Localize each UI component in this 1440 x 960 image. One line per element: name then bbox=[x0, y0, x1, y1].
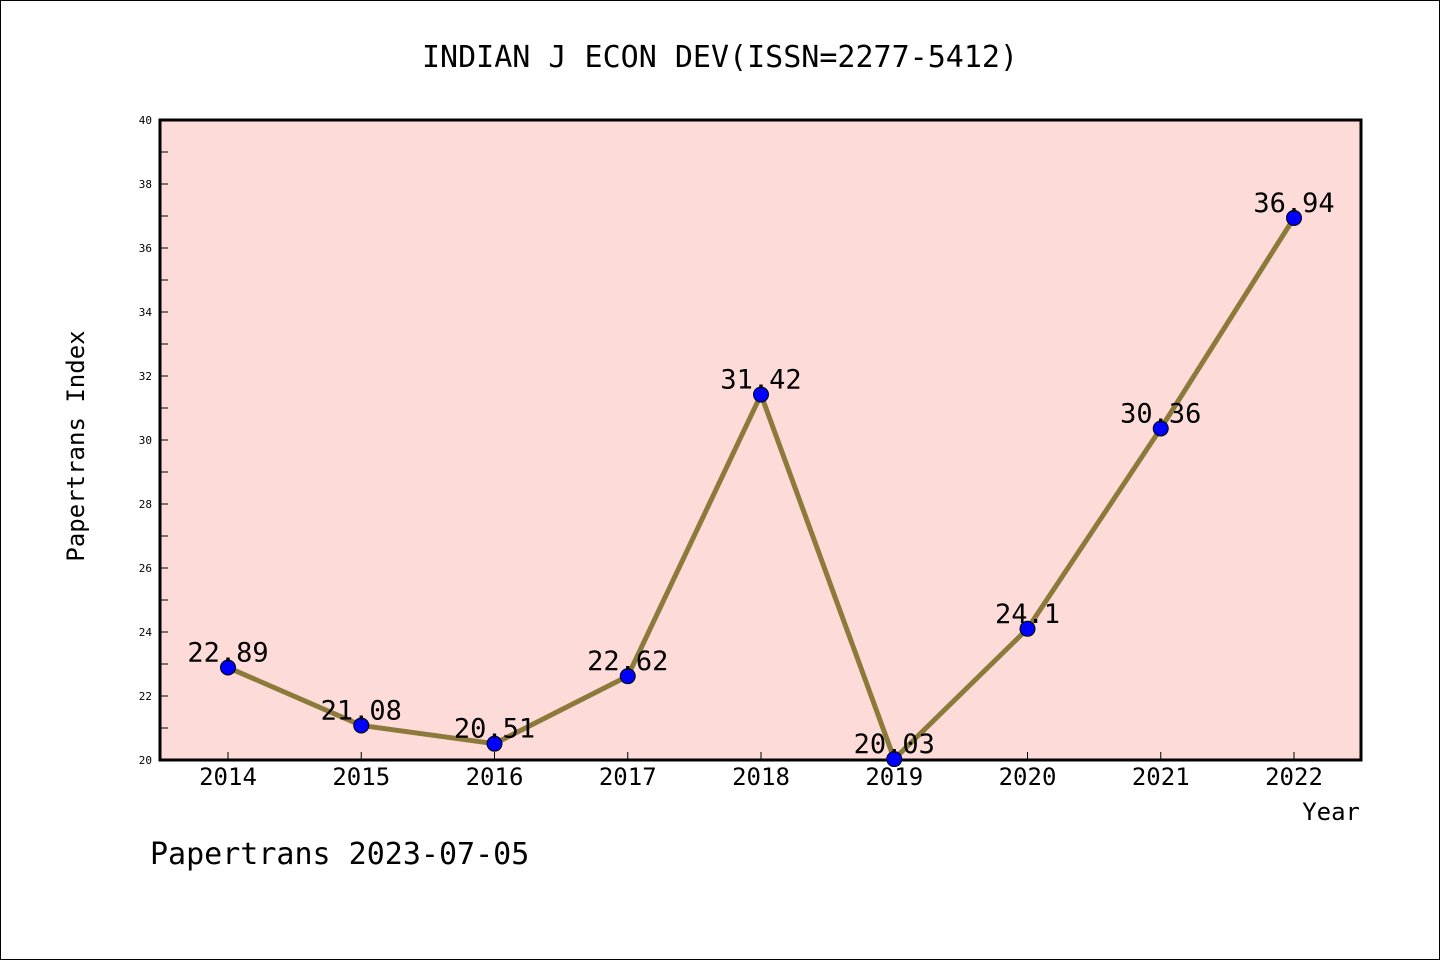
y-tick-label: 38 bbox=[139, 178, 152, 191]
y-tick-label: 22 bbox=[139, 690, 152, 703]
data-label: 21.08 bbox=[321, 695, 402, 726]
x-tick-label: 2019 bbox=[865, 763, 923, 791]
data-point bbox=[353, 717, 370, 734]
data-point bbox=[1286, 209, 1302, 226]
data-point bbox=[486, 735, 503, 752]
y-tick-label: 24 bbox=[139, 626, 153, 639]
data-label: 22.62 bbox=[587, 646, 668, 677]
x-tick-label: 2016 bbox=[466, 763, 524, 791]
data-point bbox=[1152, 420, 1169, 437]
data-point bbox=[886, 751, 903, 768]
y-axis: 20 22 24 26 28 30 32 34 36 38 40 bbox=[139, 114, 168, 767]
data-point bbox=[220, 659, 236, 676]
y-tick-label: 34 bbox=[139, 306, 153, 319]
y-tick-label: 40 bbox=[139, 114, 152, 127]
y-tick-label: 32 bbox=[139, 370, 152, 383]
x-axis: 2014 2015 2016 2017 2018 2019 2020 2021 2022 bbox=[199, 752, 1323, 791]
x-tick-label: 2015 bbox=[332, 763, 390, 791]
data-point bbox=[753, 386, 769, 403]
x-tick-label: 2022 bbox=[1265, 763, 1323, 791]
y-tick-label: 26 bbox=[139, 562, 152, 575]
x-tick-label: 2021 bbox=[1132, 763, 1190, 791]
data-label: 30.36 bbox=[1120, 398, 1201, 429]
y-tick-label: 20 bbox=[139, 754, 152, 767]
x-tick-label: 2014 bbox=[199, 763, 257, 791]
footer-text: Papertrans 2023-07-05 bbox=[150, 837, 529, 872]
data-point bbox=[1019, 620, 1036, 637]
data-label: 31.42 bbox=[720, 365, 801, 396]
plot-area bbox=[158, 118, 1363, 762]
x-tick-label: 2018 bbox=[732, 763, 790, 791]
y-axis-label: Papertrans Index bbox=[62, 330, 90, 561]
data-labels: 22.89 21.08 20.51 22.62 31.42 20.03 24.1 30.36 3… bbox=[187, 188, 1334, 760]
x-axis-label: Year bbox=[1302, 798, 1360, 826]
x-tick-label: 2020 bbox=[999, 763, 1057, 791]
chart-title: INDIAN J ECON DEV(ISSN=2277-5412) bbox=[422, 40, 1018, 75]
data-point bbox=[619, 668, 636, 685]
data-label: 20.03 bbox=[854, 729, 935, 760]
data-label: 20.51 bbox=[454, 714, 535, 745]
series-markers bbox=[220, 209, 1302, 768]
data-label: 22.89 bbox=[187, 638, 268, 669]
y-tick-label: 30 bbox=[139, 434, 152, 447]
data-label: 24.1 bbox=[995, 599, 1060, 630]
y-tick-label: 36 bbox=[139, 242, 152, 255]
data-label: 36.94 bbox=[1253, 188, 1334, 219]
x-tick-label: 2017 bbox=[599, 763, 657, 791]
y-tick-label: 28 bbox=[139, 498, 152, 511]
